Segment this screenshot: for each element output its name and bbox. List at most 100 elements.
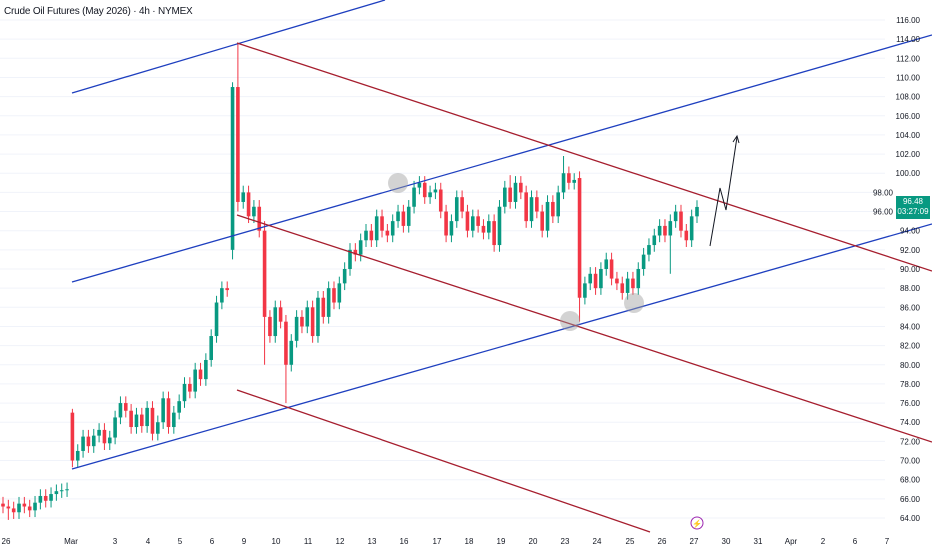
candle — [599, 262, 603, 295]
candle — [316, 291, 320, 343]
candle-body — [310, 307, 315, 337]
candle-body — [428, 192, 432, 198]
candle — [657, 219, 662, 243]
candle — [65, 482, 69, 497]
candle — [236, 43, 240, 212]
price-tick-label: 76.00 — [900, 399, 921, 408]
candle — [300, 310, 304, 334]
candle — [326, 281, 331, 324]
candle-body — [209, 336, 213, 360]
candle-body — [273, 307, 278, 337]
candle-body — [161, 398, 165, 423]
candle-body — [49, 494, 53, 501]
last-price-badge: 96.48 03:27:09 — [896, 196, 930, 219]
candle — [172, 405, 176, 434]
candle-body — [503, 187, 507, 207]
candle-body — [556, 192, 560, 217]
candle — [396, 204, 400, 228]
candle — [123, 396, 128, 418]
candle-body — [188, 383, 192, 392]
price-tick-label: 102.00 — [896, 150, 921, 159]
candle — [663, 219, 667, 243]
candle — [647, 238, 651, 262]
time-tick-label: 30 — [722, 537, 731, 546]
candle-body — [470, 216, 475, 231]
candle — [113, 410, 117, 445]
red-channel-middle — [236, 214, 932, 443]
candle — [107, 430, 112, 451]
candle-body — [156, 422, 160, 434]
candle — [11, 501, 16, 519]
price-tick-label: 64.00 — [900, 514, 921, 523]
candle — [438, 182, 443, 219]
time-tick-label: 31 — [754, 537, 763, 546]
time-tick-label: 26 — [658, 537, 667, 546]
candle — [519, 176, 523, 200]
candle-body — [663, 225, 667, 236]
candle-body — [454, 197, 459, 222]
candle-body — [588, 273, 593, 284]
candle-body — [460, 197, 464, 212]
price-tick-label: 74.00 — [900, 418, 921, 427]
price-tick-label: 66.00 — [900, 495, 921, 504]
candle-body — [422, 182, 427, 198]
event-marker[interactable]: ⚡ — [690, 516, 704, 530]
time-tick-label: 23 — [561, 537, 570, 546]
candle — [129, 404, 133, 434]
candle-body — [177, 401, 181, 413]
candle — [214, 295, 219, 343]
price-axis[interactable]: 116.00 114.00 112.00 110.00 108.00 106.00 104.… — [873, 16, 921, 523]
candle — [695, 200, 699, 224]
candle-body — [27, 506, 32, 511]
candle-body — [545, 201, 550, 231]
candle-body — [134, 414, 139, 428]
candle-body — [118, 403, 123, 418]
candle-body — [599, 269, 603, 289]
candle — [278, 300, 283, 329]
candle-body — [236, 87, 240, 202]
candle-body — [172, 412, 176, 428]
time-tick-label: 9 — [242, 537, 247, 546]
price-tick-label: 92.00 — [900, 246, 921, 255]
candle-body — [412, 187, 416, 207]
price-tick-label: 84.00 — [900, 322, 921, 331]
price-tick-label: 108.00 — [896, 93, 921, 102]
candle — [246, 185, 251, 224]
candle — [513, 176, 518, 209]
time-tick-label: 6 — [853, 537, 858, 546]
time-tick-label: 11 — [304, 537, 313, 546]
candle — [604, 252, 609, 276]
candle — [476, 209, 480, 233]
candle — [401, 204, 406, 233]
candle — [588, 267, 593, 291]
candle — [6, 499, 11, 520]
price-tick-label: 114.00 — [896, 35, 920, 44]
candle — [428, 185, 432, 204]
candle — [289, 334, 294, 372]
candle — [134, 407, 139, 434]
candle — [529, 190, 534, 228]
candle — [524, 185, 528, 228]
candle-body — [33, 502, 37, 511]
time-tick-label: Apr — [785, 537, 798, 546]
candle-body — [364, 230, 368, 241]
candle — [284, 314, 288, 404]
candle-body — [390, 221, 395, 236]
time-axis[interactable]: 26 Mar 3 4 5 6 9 10 11 12 13 16 17 18 19 20 23 24 25 26 27 30… — [2, 537, 890, 546]
candle-body — [193, 369, 197, 392]
price-tick-label: 70.00 — [900, 457, 921, 466]
candle — [59, 483, 64, 498]
price-tick-label: 100.00 — [896, 169, 921, 178]
time-tick-label: 16 — [400, 537, 409, 546]
candle — [615, 271, 619, 291]
candle-body — [684, 230, 689, 241]
candle-body — [17, 503, 21, 513]
candle — [102, 423, 107, 451]
candle-body — [529, 197, 534, 222]
candle-body — [43, 495, 48, 501]
candle — [470, 209, 475, 238]
candle-body — [444, 211, 448, 236]
candle — [273, 300, 278, 343]
candle — [310, 300, 315, 343]
